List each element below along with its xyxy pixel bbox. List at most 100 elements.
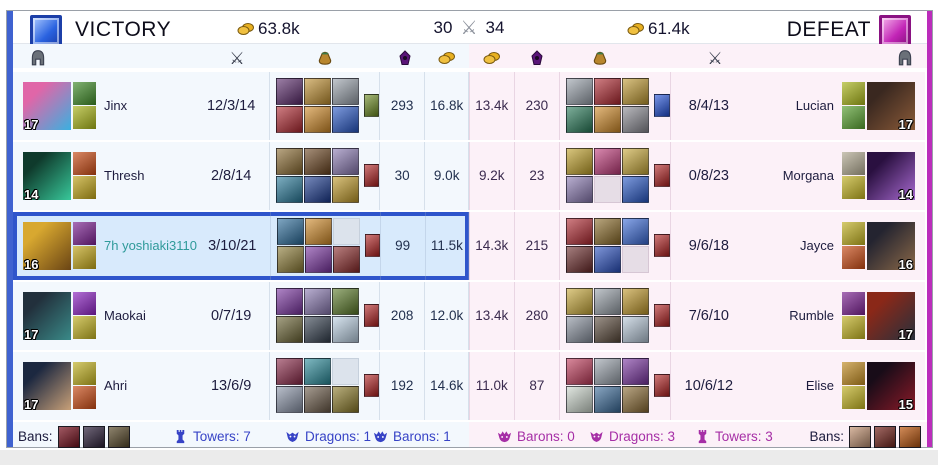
item-icon[interactable] — [566, 288, 594, 316]
item-icon[interactable] — [304, 218, 332, 246]
trinket-icon[interactable] — [363, 94, 379, 118]
item-icon[interactable] — [594, 148, 622, 176]
item-icon[interactable] — [622, 316, 650, 344]
item-icon[interactable] — [566, 246, 594, 274]
blue-player-row[interactable]: 16 7h yoshiaki3110 3/10/21 99 11.5k — [13, 211, 469, 280]
champion-portrait[interactable]: 14 — [867, 151, 915, 201]
summoner-spell-icon[interactable] — [73, 106, 96, 130]
red-player-row[interactable]: 13.4k 230 8/4/13 Lucian 17 — [469, 71, 925, 140]
player-name[interactable]: Rumble — [789, 308, 834, 324]
player-name[interactable]: Maokai — [104, 308, 146, 324]
trinket-icon[interactable] — [654, 304, 671, 328]
summoner-spell-icon[interactable] — [842, 246, 865, 270]
blue-player-row[interactable]: 17 Ahri 13/6/9 192 14.6k — [13, 351, 469, 420]
item-icon[interactable] — [566, 218, 594, 246]
trinket-icon[interactable] — [654, 374, 671, 398]
item-icon[interactable] — [622, 218, 650, 246]
item-icon[interactable] — [275, 288, 303, 316]
item-icon[interactable] — [303, 148, 331, 176]
player-name[interactable]: Jayce — [800, 238, 834, 254]
item-icon[interactable] — [566, 176, 594, 204]
red-player-row[interactable]: 14.3k 215 9/6/18 Jayce 16 — [469, 211, 925, 280]
champion-portrait[interactable]: 16 — [867, 221, 915, 271]
champion-portrait[interactable]: 17 — [23, 81, 71, 131]
trinket-icon[interactable] — [654, 94, 671, 118]
player-name[interactable]: Elise — [805, 378, 834, 394]
blue-player-row[interactable]: 17 Maokai 0/7/19 208 12.0k — [13, 281, 469, 350]
item-icon[interactable] — [303, 106, 331, 134]
item-icon[interactable] — [622, 358, 650, 386]
item-icon[interactable] — [331, 288, 359, 316]
summoner-spell-icon[interactable] — [842, 176, 865, 200]
summoner-spell-icon[interactable] — [73, 222, 96, 246]
banned-champion-icon[interactable] — [57, 425, 80, 448]
trinket-icon[interactable] — [363, 304, 379, 328]
red-player-row[interactable]: 13.4k 280 7/6/10 Rumble 17 — [469, 281, 925, 350]
summoner-spell-icon[interactable] — [73, 386, 96, 410]
banned-champion-icon[interactable] — [82, 425, 105, 448]
item-icon[interactable] — [275, 148, 303, 176]
trinket-icon[interactable] — [654, 164, 671, 188]
player-name[interactable]: 7h yoshiaki3110 — [104, 238, 197, 254]
item-icon[interactable] — [303, 358, 331, 386]
item-icon[interactable] — [331, 148, 359, 176]
item-icon[interactable] — [566, 106, 594, 134]
item-icon[interactable] — [275, 316, 303, 344]
item-icon[interactable] — [275, 176, 303, 204]
item-icon[interactable] — [275, 106, 303, 134]
item-icon[interactable] — [622, 106, 650, 134]
item-icon[interactable] — [276, 218, 304, 246]
item-icon[interactable] — [622, 288, 650, 316]
player-name[interactable]: Jinx — [104, 98, 128, 114]
summoner-spell-icon[interactable] — [73, 292, 96, 316]
blue-player-row[interactable]: 17 Jinx 12/3/14 293 16.8k — [13, 71, 469, 140]
summoner-spell-icon[interactable] — [73, 316, 96, 340]
blue-player-row[interactable]: 14 Thresh 2/8/14 30 9.0k — [13, 141, 469, 210]
item-icon[interactable] — [275, 386, 303, 414]
summoner-spell-icon[interactable] — [842, 316, 865, 340]
item-icon[interactable] — [594, 78, 622, 106]
item-icon[interactable] — [594, 106, 622, 134]
item-icon[interactable] — [594, 386, 622, 414]
champion-portrait[interactable]: 17 — [23, 361, 71, 411]
banned-champion-icon[interactable] — [899, 425, 921, 448]
item-icon[interactable] — [566, 148, 594, 176]
champion-portrait[interactable]: 15 — [867, 361, 915, 411]
champion-portrait[interactable]: 16 — [23, 221, 71, 271]
summoner-spell-icon[interactable] — [73, 82, 96, 106]
banned-champion-icon[interactable] — [849, 425, 871, 448]
trinket-icon[interactable] — [364, 234, 380, 258]
item-icon[interactable] — [622, 176, 650, 204]
summoner-spell-icon[interactable] — [842, 386, 865, 410]
trinket-icon[interactable] — [363, 374, 379, 398]
banned-champion-icon[interactable] — [107, 425, 130, 448]
item-icon[interactable] — [304, 246, 332, 274]
champion-portrait[interactable]: 14 — [23, 151, 71, 201]
item-icon[interactable] — [594, 358, 622, 386]
item-icon[interactable] — [566, 386, 594, 414]
item-icon[interactable] — [331, 386, 359, 414]
item-icon[interactable] — [622, 148, 650, 176]
item-icon[interactable] — [331, 106, 359, 134]
champion-portrait[interactable]: 17 — [867, 81, 915, 131]
item-icon[interactable] — [303, 316, 331, 344]
item-icon[interactable] — [331, 176, 359, 204]
banned-champion-icon[interactable] — [874, 425, 896, 448]
summoner-spell-icon[interactable] — [73, 176, 96, 200]
item-icon[interactable] — [622, 386, 650, 414]
item-icon[interactable] — [276, 246, 304, 274]
red-player-row[interactable]: 9.2k 23 0/8/23 Morgana 14 — [469, 141, 925, 210]
item-icon[interactable] — [332, 246, 360, 274]
item-icon[interactable] — [303, 288, 331, 316]
trinket-icon[interactable] — [363, 164, 379, 188]
item-icon[interactable] — [566, 316, 594, 344]
champion-portrait[interactable]: 17 — [23, 291, 71, 341]
trinket-icon[interactable] — [654, 234, 671, 258]
red-player-row[interactable]: 11.0k 87 10/6/12 Elise 15 — [469, 351, 925, 420]
item-icon[interactable] — [303, 78, 331, 106]
summoner-spell-icon[interactable] — [842, 362, 865, 386]
summoner-spell-icon[interactable] — [73, 362, 96, 386]
summoner-spell-icon[interactable] — [842, 82, 865, 106]
summoner-spell-icon[interactable] — [73, 246, 96, 270]
item-icon[interactable] — [303, 176, 331, 204]
